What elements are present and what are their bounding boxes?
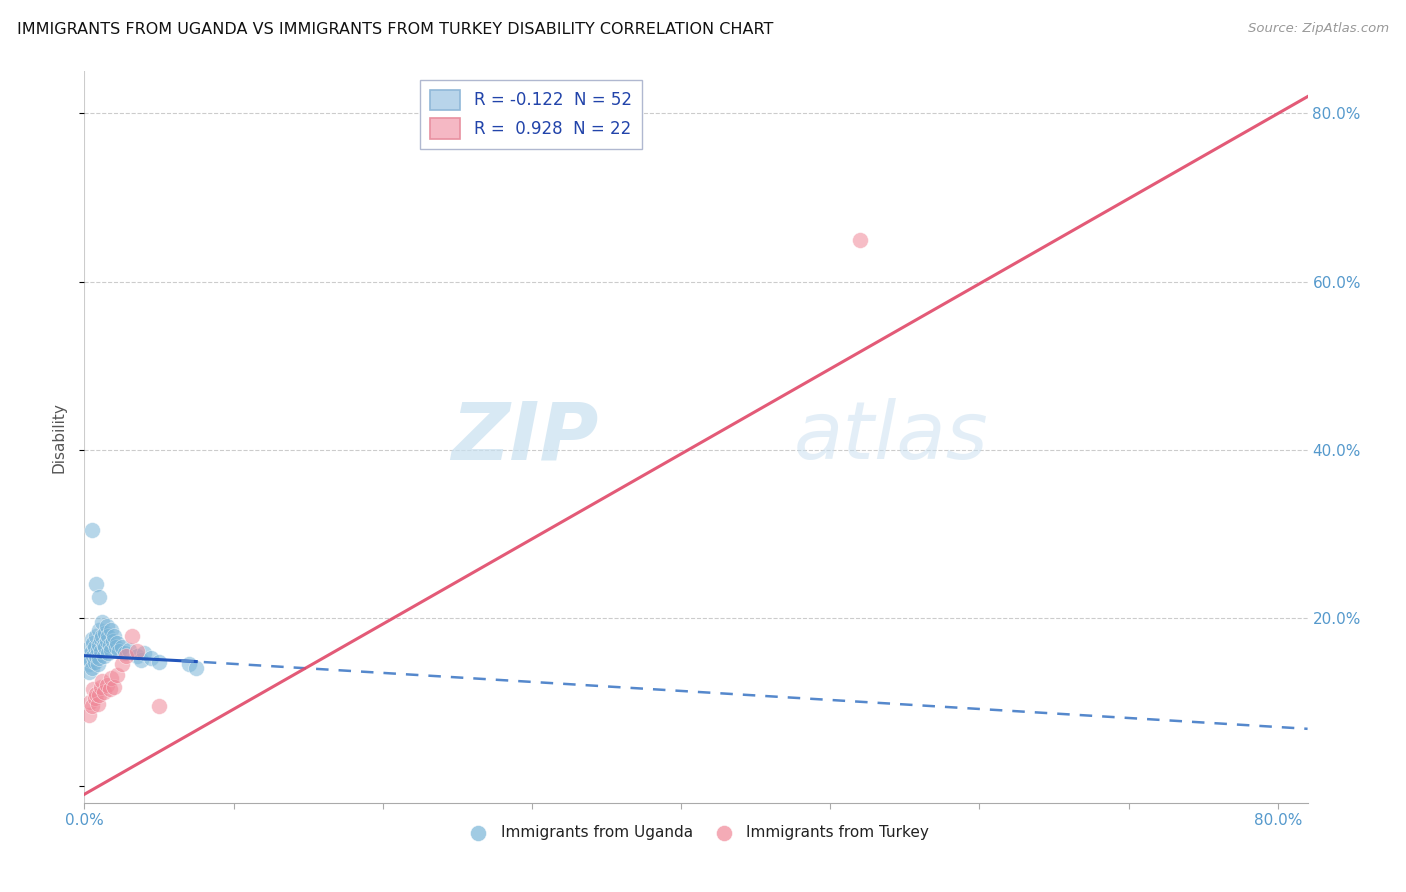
Point <box>79 695 101 709</box>
Point <box>89 688 111 702</box>
Legend: Immigrants from Uganda, Immigrants from Turkey: Immigrants from Uganda, Immigrants from … <box>457 819 935 847</box>
Point <box>77 657 100 671</box>
Point <box>96 678 118 692</box>
Point <box>141 651 163 665</box>
Point <box>93 638 115 652</box>
Point <box>77 665 100 680</box>
Point <box>148 699 170 714</box>
Point <box>89 638 111 652</box>
Text: IMMIGRANTS FROM UGANDA VS IMMIGRANTS FROM TURKEY DISABILITY CORRELATION CHART: IMMIGRANTS FROM UGANDA VS IMMIGRANTS FRO… <box>17 22 773 37</box>
Point <box>87 697 110 711</box>
Point <box>114 646 136 660</box>
Point <box>80 523 103 537</box>
Point <box>115 648 138 663</box>
Point <box>125 644 148 658</box>
Point <box>100 672 122 686</box>
Point <box>186 661 208 675</box>
Point <box>76 648 98 663</box>
Point <box>89 624 111 638</box>
Point <box>84 629 107 643</box>
Text: Source: ZipAtlas.com: Source: ZipAtlas.com <box>1249 22 1389 36</box>
Point <box>105 668 128 682</box>
Point <box>96 619 118 633</box>
Point <box>91 629 114 643</box>
Point <box>89 651 111 665</box>
Point <box>82 636 104 650</box>
Text: ZIP: ZIP <box>451 398 598 476</box>
Text: atlas: atlas <box>794 398 988 476</box>
Point <box>849 233 872 247</box>
Point <box>98 682 121 697</box>
Point <box>80 661 103 675</box>
Point <box>93 648 115 663</box>
Point <box>90 680 112 694</box>
Point <box>84 648 107 663</box>
Point <box>121 629 143 643</box>
Point <box>80 699 103 714</box>
Point <box>90 632 112 646</box>
Point <box>105 636 128 650</box>
Point <box>83 655 105 669</box>
Point <box>148 655 170 669</box>
Point <box>118 642 141 657</box>
Point <box>100 642 122 657</box>
Point <box>80 644 103 658</box>
Point <box>104 640 127 655</box>
Point <box>97 646 120 660</box>
Point <box>94 640 117 655</box>
Point <box>91 673 114 688</box>
Point <box>80 632 103 646</box>
Point <box>84 686 107 700</box>
Point <box>100 624 122 638</box>
Point <box>101 634 124 648</box>
Point <box>111 640 134 655</box>
Point <box>84 577 107 591</box>
Point <box>79 640 101 655</box>
Point <box>82 648 104 663</box>
Point <box>103 629 125 643</box>
Point <box>97 629 120 643</box>
Point <box>93 685 115 699</box>
Point <box>82 682 104 697</box>
Point <box>129 653 152 667</box>
Point <box>77 707 100 722</box>
Point <box>79 653 101 667</box>
Point <box>96 634 118 648</box>
Point <box>87 642 110 657</box>
Point <box>83 640 105 655</box>
Point <box>177 657 200 671</box>
Point <box>132 646 155 660</box>
Point <box>90 644 112 658</box>
Point <box>125 648 148 663</box>
Y-axis label: Disability: Disability <box>51 401 66 473</box>
Point <box>83 690 105 705</box>
Point <box>87 657 110 671</box>
Point <box>98 638 121 652</box>
Point <box>111 657 134 671</box>
Point <box>91 615 114 629</box>
Point <box>107 644 129 658</box>
Point <box>94 626 117 640</box>
Point <box>89 590 111 604</box>
Point <box>103 680 125 694</box>
